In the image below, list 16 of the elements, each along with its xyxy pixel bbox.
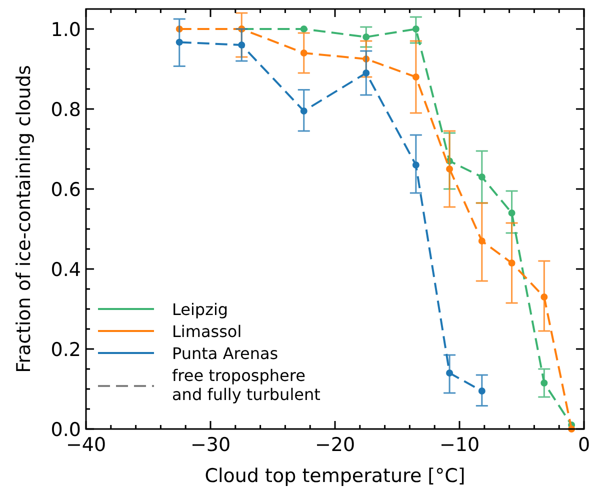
x-tick-label: 0: [578, 434, 590, 456]
legend-label: Punta Arenas: [172, 344, 278, 363]
x-axis-title: Cloud top temperature [°C]: [204, 465, 466, 487]
x-tick-label: −30: [190, 434, 231, 456]
x-tick-label: −20: [314, 434, 356, 456]
y-tick-label: 1.0: [50, 19, 81, 41]
legend-label: Leipzig: [172, 300, 228, 319]
x-tick-label: −10: [439, 434, 480, 456]
legend-label: Limassol: [172, 322, 242, 341]
y-tick-label: 0.8: [50, 99, 81, 121]
legend-label: free troposphere and fully turbulent: [172, 366, 320, 404]
y-axis-title: Fraction of ice-containing clouds: [13, 65, 35, 373]
y-tick-label: 0.6: [50, 179, 81, 201]
y-tick-label: 0.2: [50, 339, 81, 361]
y-tick-label: 0.0: [50, 419, 81, 441]
y-tick-label: 0.4: [50, 259, 81, 281]
